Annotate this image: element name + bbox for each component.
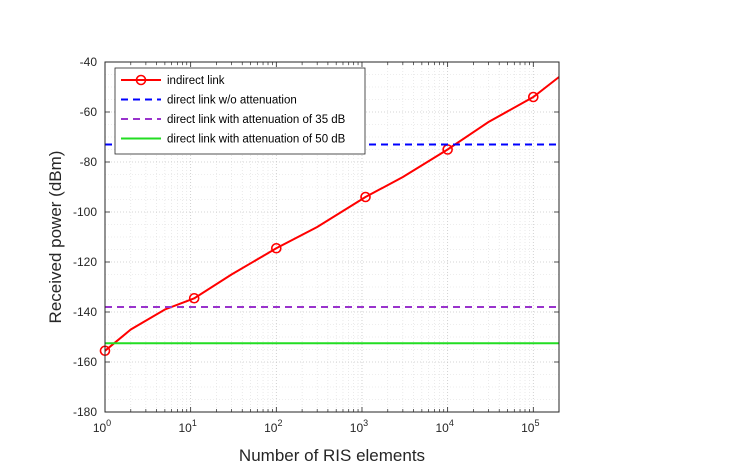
legend-label: direct link with attenuation of 50 dB [167,134,346,146]
legend-box [114,67,366,155]
legend-marker [135,74,147,86]
legend-label: direct link w/o attenuation [167,95,297,107]
data-point-marker [528,91,539,103]
series-line-0 [104,76,560,352]
data-point-marker [188,292,200,304]
x-tick-label: 104 [435,418,453,435]
data-point-marker [360,191,371,203]
x-tick-exponent: 3 [363,418,368,428]
y-axis-title: Received power (dBm) [46,151,65,324]
y-tick-label: -100 [73,205,97,219]
x-tick-label: 101 [178,418,196,435]
x-tick-label: 100 [93,418,111,435]
x-tick-base: 10 [178,421,192,435]
grid [105,62,559,412]
x-tick-base: 10 [93,421,107,435]
ticks [104,61,559,413]
y-tick-label: -140 [73,305,97,319]
y-tick-label: -80 [80,155,98,169]
plot-frame [104,61,560,413]
x-tick-base: 10 [264,421,278,435]
x-tick-label: 103 [350,418,368,435]
y-tick-label: -120 [73,255,97,269]
legend-label: direct link with attenuation of 35 dB [167,114,346,126]
x-tick-base: 10 [350,421,364,435]
x-tick-exponent: 1 [192,418,197,428]
y-tick-label: -180 [73,405,97,419]
x-tick-label: 105 [521,418,539,435]
x-tick-exponent: 0 [106,418,111,428]
x-tick-base: 10 [521,421,535,435]
legend: indirect link direct link w/o attenuation… [114,67,366,155]
y-tick-label: -60 [80,105,98,119]
y-tick-label: -40 [80,55,98,69]
x-tick-label: 102 [264,418,282,435]
x-tick-exponent: 2 [277,418,282,428]
y-tick-label: -160 [73,355,97,369]
x-tick-exponent: 5 [534,418,539,428]
x-tick-exponent: 4 [449,418,454,428]
tick-labels: 100 101 102 103 104 105-40-60-80-100-120-140-… [73,55,540,435]
x-axis-title: Number of RIS elements [239,446,425,465]
data-point-marker [271,242,282,254]
x-tick-base: 10 [435,421,449,435]
legend-label: indirect link [167,75,225,87]
